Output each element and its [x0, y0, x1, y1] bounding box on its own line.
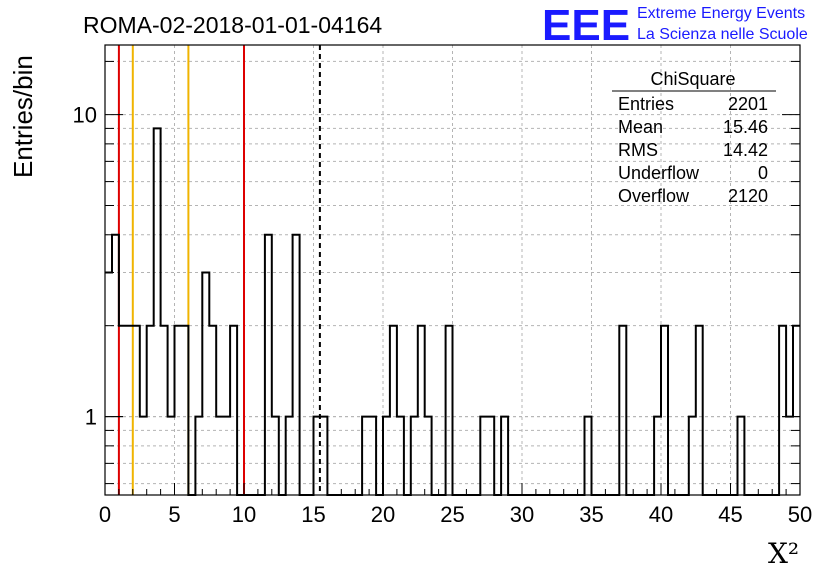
y-tick-label: 10	[73, 103, 97, 128]
stats-box: ChiSquare Entries 2201 Mean 15.46 RMS 14…	[612, 69, 776, 206]
stats-underflow-label: Underflow	[618, 163, 700, 183]
eee-logo-mark: EEE	[542, 1, 630, 50]
stats-rms-value: 14.42	[723, 140, 768, 160]
eee-logo-line2: La Scienza nelle Scuole	[637, 26, 808, 43]
stats-title: ChiSquare	[650, 69, 735, 89]
x-tick-label: 40	[649, 502, 673, 527]
y-tick-labels: 1 10	[73, 103, 97, 430]
x-tick-label: 35	[579, 502, 603, 527]
axis-ticks	[104, 60, 801, 495]
chart-title: ROMA-02-2018-01-01-04164	[83, 12, 382, 38]
y-axis-label: Entries/bin	[8, 55, 38, 178]
x-axis-label: X²	[768, 537, 799, 570]
x-tick-label: 15	[301, 502, 325, 527]
stats-entries-label: Entries	[618, 94, 674, 114]
x-tick-label: 0	[99, 502, 111, 527]
x-tick-label: 10	[232, 502, 256, 527]
eee-logo-line1: Extreme Energy Events	[637, 5, 805, 22]
stats-rms-label: RMS	[618, 140, 658, 160]
x-tick-label: 50	[788, 502, 812, 527]
stats-mean-label: Mean	[618, 117, 663, 137]
x-tick-label: 5	[168, 502, 180, 527]
x-tick-label: 30	[510, 502, 534, 527]
stats-underflow-value: 0	[758, 163, 768, 183]
stats-entries-value: 2201	[728, 94, 768, 114]
stats-mean-value: 15.46	[723, 117, 768, 137]
y-tick-label: 1	[85, 405, 97, 430]
x-tick-label: 20	[371, 502, 395, 527]
stats-overflow-label: Overflow	[618, 186, 690, 206]
x-tick-labels: 0 5 10 15 20 25 30 35 40 45 50	[99, 502, 812, 527]
eee-logo: EEE Extreme Energy Events La Scienza nel…	[542, 1, 808, 50]
x-tick-label: 45	[718, 502, 742, 527]
stats-overflow-value: 2120	[728, 186, 768, 206]
x-tick-label: 25	[440, 502, 464, 527]
